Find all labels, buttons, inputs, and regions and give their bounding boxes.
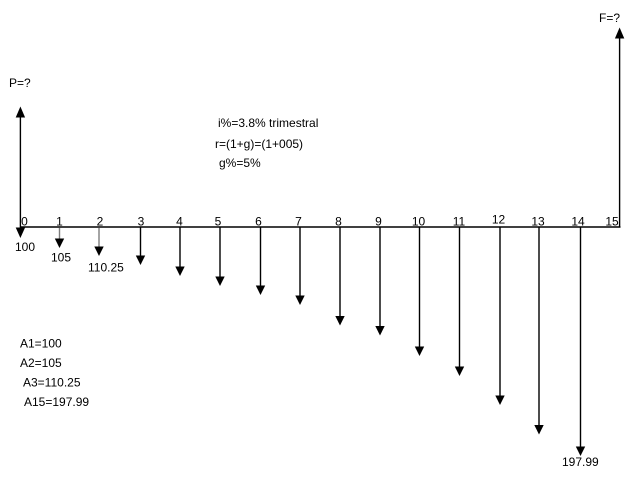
svg-text:A15=197.99: A15=197.99 (24, 395, 89, 409)
svg-text:110.25: 110.25 (88, 261, 124, 275)
svg-text:3: 3 (138, 215, 145, 229)
svg-text:4: 4 (176, 215, 183, 229)
svg-text:9: 9 (375, 215, 382, 229)
svg-text:100: 100 (15, 240, 35, 254)
svg-text:A1=100: A1=100 (20, 337, 62, 351)
svg-text:i%=3.8% trimestral: i%=3.8% trimestral (218, 116, 318, 130)
svg-text:12: 12 (492, 213, 506, 227)
svg-text:P=?: P=? (9, 76, 31, 90)
svg-text:14: 14 (571, 215, 585, 229)
svg-text:6: 6 (255, 215, 262, 229)
svg-text:A2=105: A2=105 (20, 356, 62, 370)
svg-text:2: 2 (97, 215, 104, 229)
svg-text:A3=110.25: A3=110.25 (23, 376, 81, 390)
svg-text:197.99: 197.99 (562, 455, 599, 469)
svg-text:8: 8 (335, 215, 342, 229)
svg-text:g%=5%: g%=5% (219, 156, 261, 170)
svg-text:1: 1 (56, 215, 63, 229)
svg-text:105: 105 (51, 251, 71, 265)
svg-text:10: 10 (412, 215, 426, 229)
svg-text:11: 11 (453, 215, 466, 229)
svg-text:r=(1+g)=(1+005): r=(1+g)=(1+005) (215, 137, 303, 151)
svg-text:15: 15 (605, 215, 619, 229)
svg-text:7: 7 (295, 215, 302, 229)
svg-text:0: 0 (21, 215, 28, 229)
svg-text:5: 5 (215, 215, 222, 229)
svg-text:13: 13 (531, 215, 545, 229)
svg-text:F=?: F=? (599, 11, 620, 25)
